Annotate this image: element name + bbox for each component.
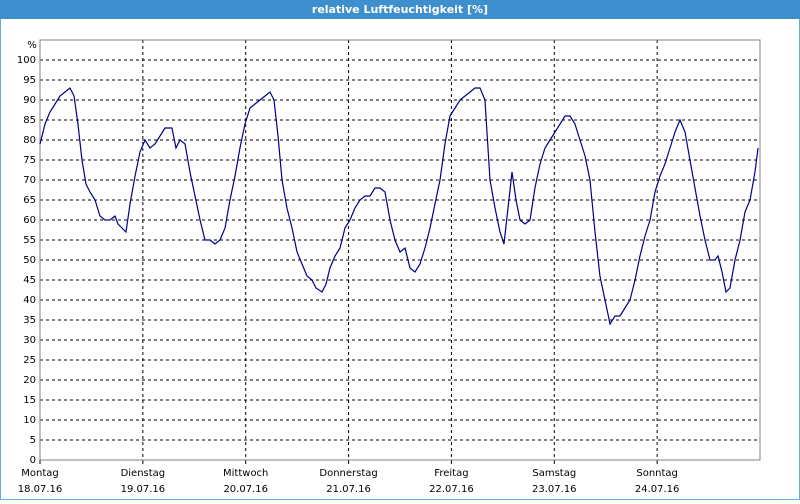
y-tick-label: 60 bbox=[23, 215, 36, 226]
x-tick-label: Samstag bbox=[532, 468, 576, 479]
y-tick-label: 70 bbox=[23, 175, 36, 186]
x-tick-label: Montag bbox=[21, 468, 58, 479]
x-tick-label: Dienstag bbox=[121, 468, 166, 479]
y-tick-label: 0 bbox=[30, 455, 36, 466]
y-tick-label: 40 bbox=[23, 295, 36, 306]
y-tick-label: 65 bbox=[23, 195, 36, 206]
y-tick-label: 35 bbox=[23, 315, 36, 326]
plot-border bbox=[39, 39, 761, 461]
x-tick-label: Mittwoch bbox=[223, 468, 268, 479]
y-tick-label: 50 bbox=[23, 255, 36, 266]
x-tick-label: Freitag bbox=[434, 468, 468, 479]
y-tick-label: 20 bbox=[23, 375, 36, 386]
y-tick-label: 90 bbox=[23, 95, 36, 106]
y-tick-label: 85 bbox=[23, 115, 36, 126]
x-tick-date: 18.07.16 bbox=[18, 484, 63, 495]
x-tick-date: 20.07.16 bbox=[223, 484, 268, 495]
y-tick-label: 75 bbox=[23, 155, 36, 166]
humidity-line bbox=[39, 87, 759, 326]
y-tick-label: 100 bbox=[17, 55, 36, 66]
y-tick-label: 15 bbox=[23, 395, 36, 406]
y-tick-label: 45 bbox=[23, 275, 36, 286]
y-tick-label: 10 bbox=[23, 415, 36, 426]
y-tick-label: 80 bbox=[23, 135, 36, 146]
x-tick-date: 21.07.16 bbox=[326, 484, 371, 495]
x-tick-date: 23.07.16 bbox=[532, 484, 577, 495]
y-axis-label: % bbox=[27, 40, 37, 51]
y-tick-label: 5 bbox=[30, 435, 36, 446]
chart-title: relative Luftfeuchtigkeit [%] bbox=[312, 3, 488, 16]
x-tick-date: 24.07.16 bbox=[635, 484, 680, 495]
x-tick-date: 22.07.16 bbox=[429, 484, 474, 495]
y-tick-label: 30 bbox=[23, 335, 36, 346]
x-tick-label: Donnerstag bbox=[319, 468, 377, 479]
y-tick-label: 95 bbox=[23, 75, 36, 86]
title-bar bbox=[0, 0, 800, 19]
y-tick-label: 25 bbox=[23, 355, 36, 366]
x-tick-date: 19.07.16 bbox=[121, 484, 166, 495]
x-tick-label: Sonntag bbox=[636, 468, 678, 479]
y-tick-label: 55 bbox=[23, 235, 36, 246]
